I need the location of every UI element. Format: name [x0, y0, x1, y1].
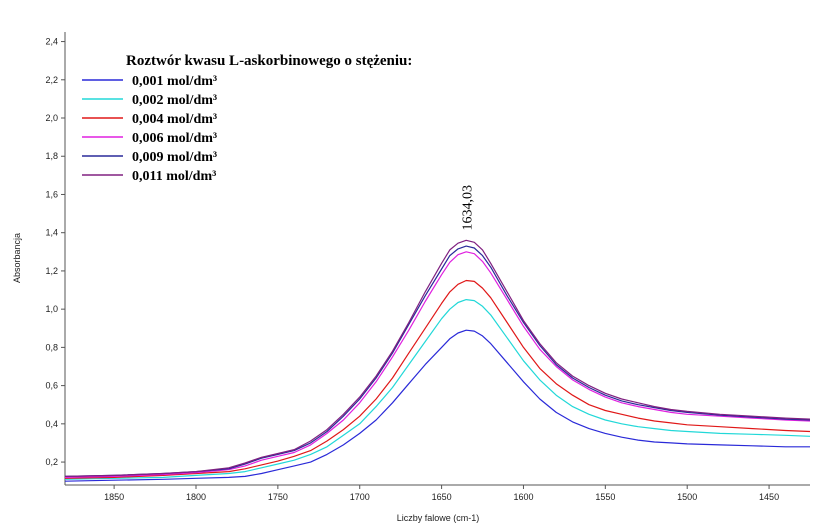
series-line-3 — [64, 279, 811, 479]
x-tick-label: 1700 — [350, 492, 370, 502]
x-axis-title: Liczby falowe (cm-1) — [397, 513, 480, 523]
x-tick-label: 1500 — [677, 492, 697, 502]
x-tick-label: 1550 — [595, 492, 615, 502]
y-tick-label: 0,6 — [45, 381, 58, 391]
legend-entry-3: 0,004 mol/dm³ — [132, 112, 217, 127]
peak-annotation: 1634,03 — [461, 185, 476, 231]
legend-entry-1: 0,001 mol/dm³ — [132, 74, 217, 89]
y-tick-label: 1,8 — [45, 151, 58, 161]
y-tick-label: 2,0 — [45, 113, 58, 123]
y-tick-label: 1,4 — [45, 228, 58, 238]
legend-entry-5: 0,009 mol/dm³ — [132, 150, 217, 165]
y-tick-label: 0,8 — [45, 342, 58, 352]
legend-entry-6: 0,011 mol/dm³ — [132, 169, 216, 184]
y-axis-title: Absorbancja — [12, 233, 22, 283]
x-tick-label: 1750 — [268, 492, 288, 502]
y-tick-label: 1,2 — [45, 266, 58, 276]
y-tick-label: 1,0 — [45, 304, 58, 314]
legend-entry-2: 0,002 mol/dm³ — [132, 93, 217, 108]
legend-title: Roztwór kwasu L-askorbinowego o stężeniu… — [126, 53, 412, 69]
series-line-6 — [64, 239, 811, 477]
y-tick-label: 2,4 — [45, 37, 58, 47]
x-tick-label: 1600 — [513, 492, 533, 502]
series-line-1 — [64, 329, 810, 482]
y-tick-label: 1,6 — [45, 189, 58, 199]
y-tick-label: 0,2 — [45, 457, 58, 467]
series-line-2 — [64, 299, 811, 480]
x-tick-label: 1450 — [759, 492, 779, 502]
x-tick-label: 1850 — [104, 492, 124, 502]
x-tick-label: 1800 — [186, 492, 206, 502]
legend-entry-4: 0,006 mol/dm³ — [132, 131, 217, 146]
x-tick-label: 1650 — [432, 492, 452, 502]
y-tick-label: 2,2 — [45, 75, 58, 85]
series-line-4 — [64, 251, 811, 478]
series-line-5 — [64, 245, 811, 477]
y-tick-label: 0,4 — [45, 419, 58, 429]
